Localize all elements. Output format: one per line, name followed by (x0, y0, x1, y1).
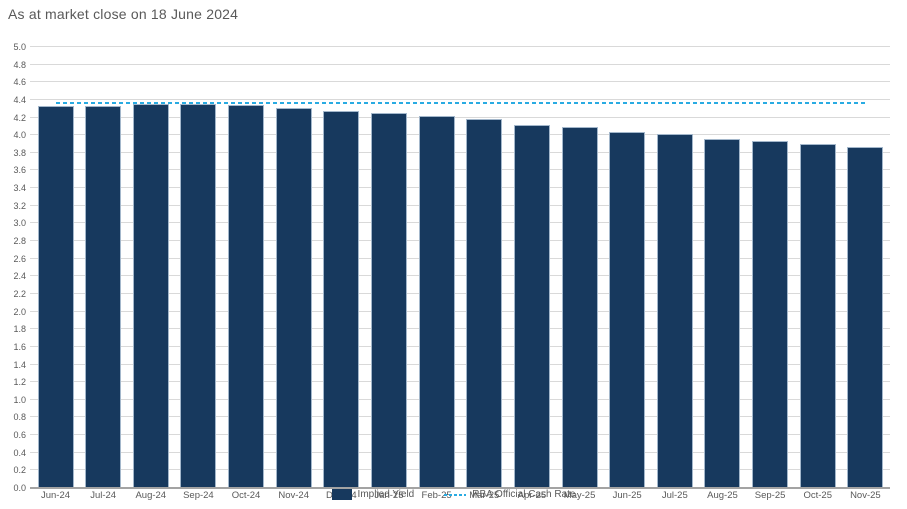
y-axis-tick-label: 3.8 (13, 147, 26, 158)
gridline (30, 46, 890, 47)
bar-jun-25 (609, 131, 646, 487)
x-axis-label-nov-24: Nov-24 (278, 490, 309, 501)
gridline (30, 381, 890, 383)
plot-area (30, 46, 890, 489)
y-axis-tick-label: 3.2 (13, 200, 26, 211)
bar-sep-25 (752, 141, 789, 487)
bar-dec-24 (323, 111, 360, 487)
x-axis-label-jul-24: Jul-24 (90, 490, 117, 501)
gridline (30, 292, 890, 294)
legend-item-rba-cash-rate: RBA Official Cash Rate (444, 489, 575, 500)
bar-jul-24 (85, 105, 122, 487)
gridline (30, 451, 890, 453)
x-axis-label-aug-25: Aug-25 (707, 490, 738, 501)
x-axis-label-sep-25: Sep-25 (754, 490, 786, 501)
y-axis-tick-label: 3.6 (13, 165, 26, 176)
bar-nov-25 (847, 147, 884, 487)
y-axis-tick-label: 5.0 (13, 42, 26, 52)
gridline (30, 416, 890, 418)
chart-title: As at market close on 18 June 2024 (8, 6, 239, 22)
bar-oct-25 (799, 143, 836, 487)
y-axis-tick-label: 1.6 (13, 341, 26, 352)
y-axis-tick-label: 0.0 (13, 483, 26, 493)
y-axis-tick-label: 0.2 (13, 465, 26, 476)
y-axis-tick-label: 0.8 (13, 412, 26, 423)
gridline (30, 275, 890, 277)
x-axis-label-may-25: May-25 (563, 490, 596, 501)
gridline (30, 363, 890, 365)
y-axis-tick-label: 0.6 (13, 430, 26, 441)
gridline (30, 151, 890, 153)
x-axis-label-aug-24: Aug-24 (135, 490, 167, 501)
gridline (30, 257, 890, 259)
x-axis-label-nov-25: Nov-25 (850, 490, 881, 501)
gridline (30, 98, 890, 100)
y-axis-tick-label: 2.0 (13, 306, 26, 317)
bar-aug-24 (132, 104, 169, 487)
gridline (30, 222, 890, 224)
gridline (30, 328, 890, 330)
bar-feb-25 (418, 115, 455, 487)
rba-official-cash-rate-line (55, 102, 866, 105)
x-axis-label-jul-25: Jul-25 (661, 490, 688, 501)
x-axis-label-jun-24: Jun-24 (40, 490, 71, 501)
bar-jun-24 (37, 105, 74, 487)
x-axis-label-apr-25: Apr-25 (517, 490, 547, 501)
gridline (30, 116, 890, 118)
gridline (30, 310, 890, 312)
gridline (30, 469, 890, 471)
bar-jul-25 (656, 134, 693, 487)
x-axis-label-mar-25: Mar-25 (469, 490, 500, 501)
x-axis-label-dec-24: Dec-24 (326, 490, 357, 501)
bar-mar-25 (466, 119, 503, 487)
x-axis-label-sep-24: Sep-24 (183, 490, 214, 501)
y-axis-tick-label: 0.4 (13, 447, 26, 458)
gridline (30, 187, 890, 189)
gridline (30, 398, 890, 400)
y-axis-tick-label: 4.0 (13, 130, 26, 141)
y-axis-tick-label: 4.2 (13, 112, 26, 123)
y-axis-tick-label: 3.0 (13, 218, 26, 229)
gridline (30, 169, 890, 171)
y-axis-tick-label: 3.4 (13, 183, 26, 194)
y-axis-tick-label: 2.8 (13, 236, 26, 247)
x-axis-label-jun-25: Jun-25 (612, 490, 642, 501)
gridline (30, 81, 890, 83)
bar-aug-25 (704, 138, 741, 487)
y-axis-tick-label: 4.8 (13, 59, 26, 70)
y-axis-tick-label: 1.8 (13, 324, 26, 335)
bar-apr-25 (513, 124, 550, 487)
gridline (30, 434, 890, 436)
y-axis-tick-label: 2.2 (13, 288, 26, 299)
x-axis-label-oct-24: Oct-24 (231, 490, 261, 501)
y-axis-tick-label: 1.0 (13, 394, 26, 405)
y-axis-tick-label: 2.4 (13, 271, 26, 282)
bar-sep-24 (180, 104, 217, 487)
y-axis-tick-label: 1.4 (13, 359, 26, 370)
y-axis-tick-label: 4.4 (13, 94, 26, 105)
gridline (30, 240, 890, 242)
bar-may-25 (561, 127, 598, 487)
y-axis-tick-label: 4.6 (13, 77, 26, 88)
x-axis-label-feb-25: Feb-25 (421, 490, 452, 501)
gridline (30, 134, 890, 136)
x-axis-label-oct-25: Oct-25 (803, 490, 832, 501)
x-axis-label-jan-25: Jan-25 (374, 490, 404, 501)
bar-jan-25 (370, 113, 407, 487)
bar-nov-24 (275, 107, 312, 487)
y-axis-tick-label: 2.6 (13, 253, 26, 264)
bar-oct-24 (228, 105, 265, 487)
gridline (30, 63, 890, 65)
gridline (30, 204, 890, 206)
gridline (30, 345, 890, 347)
y-axis-tick-label: 1.2 (13, 377, 26, 388)
